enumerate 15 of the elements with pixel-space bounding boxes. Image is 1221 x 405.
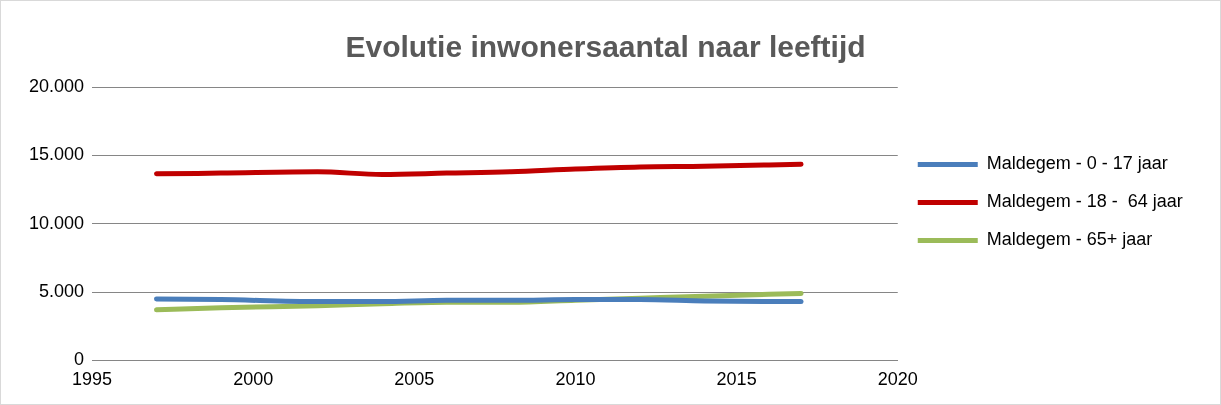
x-tick-label: 2005 [394,369,435,390]
legend-label: Maldegem - 0 - 17 jaar [986,153,1168,174]
y-tick-label: 10.000 [28,212,85,233]
chart-title: Evolutie inwonersaantal naar leeftijd [345,30,866,64]
legend-label: Maldegem - 65+ jaar [986,229,1153,250]
x-tick-label: 2015 [716,369,757,390]
y-tick-label: 5.000 [39,281,85,302]
legend-label: Maldegem - 18 - 64 jaar [986,191,1183,212]
x-tick-label: 1995 [72,369,113,390]
y-tick-label: 20.000 [28,75,85,96]
x-tick-label: 2020 [877,369,918,390]
y-tick-label: 0 [74,349,85,370]
x-tick-label: 2000 [233,369,274,390]
x-tick-label: 2010 [555,369,596,390]
y-tick-label: 15.000 [28,144,85,165]
